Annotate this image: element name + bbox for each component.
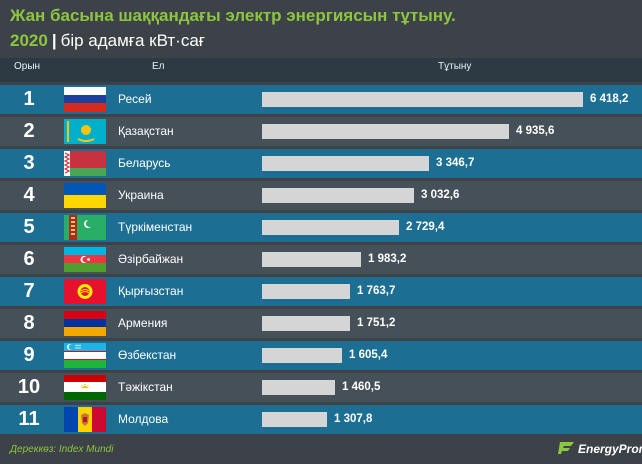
country-row: 9 Өзбекстан 1 605,4 (0, 341, 642, 370)
country-name: Қырғызстан (118, 284, 184, 298)
russia-flag (64, 87, 106, 112)
energyprom-logo-text: EnergyProm (578, 442, 642, 456)
rank-label: 6 (23, 248, 35, 270)
bar (262, 188, 414, 203)
country-name: Қазақстан (118, 124, 174, 138)
value-label: 1 763,7 (357, 285, 396, 297)
country-name: Түркіменстан (118, 220, 193, 234)
uzbekistan-flag (64, 343, 106, 368)
value-label: 3 346,7 (436, 157, 475, 169)
country-row: 1 Ресей 6 418,2 (0, 85, 642, 114)
rank-label: 10 (17, 376, 41, 398)
tajikistan-flag (64, 375, 106, 400)
value-label: 6 418,2 (590, 93, 629, 105)
country-row: 7 Қырғызстан 1 763,7 (0, 277, 642, 306)
bar (262, 412, 327, 427)
unit-label: бір адамға кВт·сағ (60, 31, 205, 50)
turkmenistan-flag (64, 215, 106, 240)
country-name: Молдова (118, 412, 169, 426)
country-name: Беларусь (118, 156, 171, 170)
country-row: 4 Украина 3 032,6 (0, 181, 642, 210)
country-row: 6 Әзірбайжан 1 983,2 (0, 245, 642, 274)
rank-label: 8 (23, 312, 35, 334)
country-row: 10 Тәжікстан 1 460,5 (0, 373, 642, 402)
bar (262, 316, 350, 331)
armenia-flag (64, 311, 106, 336)
belarus-flag (64, 151, 106, 176)
country-name: Армения (118, 316, 168, 330)
rank-label: 1 (23, 88, 35, 110)
azerbaijan-flag (64, 247, 106, 272)
page-title: Жан басына шаққандағы электр энергиясын … (10, 6, 456, 25)
value-label: 2 729,4 (406, 221, 445, 233)
bar (262, 348, 342, 363)
bar (262, 124, 509, 139)
country-row: 5 Түркіменстан 2 729,4 (0, 213, 642, 242)
value-label: 1 605,4 (349, 349, 388, 361)
subtitle-separator: | (51, 31, 57, 50)
kazakhstan-flag (64, 119, 106, 144)
rank-label: 5 (23, 216, 35, 238)
country-name: Өзбекстан (118, 348, 177, 362)
country-row: 8 Армения 1 751,2 (0, 309, 642, 338)
rank-label: 3 (23, 152, 35, 174)
moldova-flag (64, 407, 106, 432)
value-label: 4 935,6 (516, 125, 555, 137)
bar (262, 156, 429, 171)
header-country: Ел (152, 61, 165, 72)
rank-label: 11 (18, 408, 40, 430)
value-label: 1 307,8 (334, 413, 373, 425)
energyprom-logo-icon (558, 442, 574, 454)
country-name: Ресей (118, 92, 152, 106)
rank-label: 9 (23, 344, 35, 366)
energyprom-logo: EnergyProm (558, 440, 642, 458)
bar (262, 284, 350, 299)
header-consumption: Тұтыну (438, 61, 472, 72)
value-label: 1 983,2 (368, 253, 407, 265)
country-row: 3 Беларусь 3 346,7 (0, 149, 642, 178)
rank-label: 7 (23, 280, 35, 302)
ukraine-flag (64, 183, 106, 208)
country-name: Украина (118, 188, 164, 202)
value-label: 1 460,5 (342, 381, 381, 393)
bar (262, 92, 583, 107)
country-row: 11 Молдова 1 307,8 (0, 405, 642, 434)
value-label: 3 032,6 (421, 189, 460, 201)
rank-label: 2 (23, 120, 35, 142)
source-note: Дереккөз: Index Mundi (10, 444, 114, 455)
kyrgyzstan-flag (64, 279, 106, 304)
header-bar (0, 58, 642, 82)
country-row: 2 Қазақстан 4 935,6 (0, 117, 642, 146)
page-subtitle: 2020 | бір адамға кВт·сағ (10, 31, 205, 51)
country-name: Тәжікстан (118, 380, 173, 394)
bar (262, 380, 335, 395)
year-label: 2020 (10, 31, 48, 50)
bar (262, 252, 361, 267)
rank-label: 4 (23, 184, 35, 206)
header-rank: Орын (14, 61, 41, 72)
country-name: Әзірбайжан (118, 252, 184, 266)
bar (262, 220, 399, 235)
value-label: 1 751,2 (357, 317, 396, 329)
